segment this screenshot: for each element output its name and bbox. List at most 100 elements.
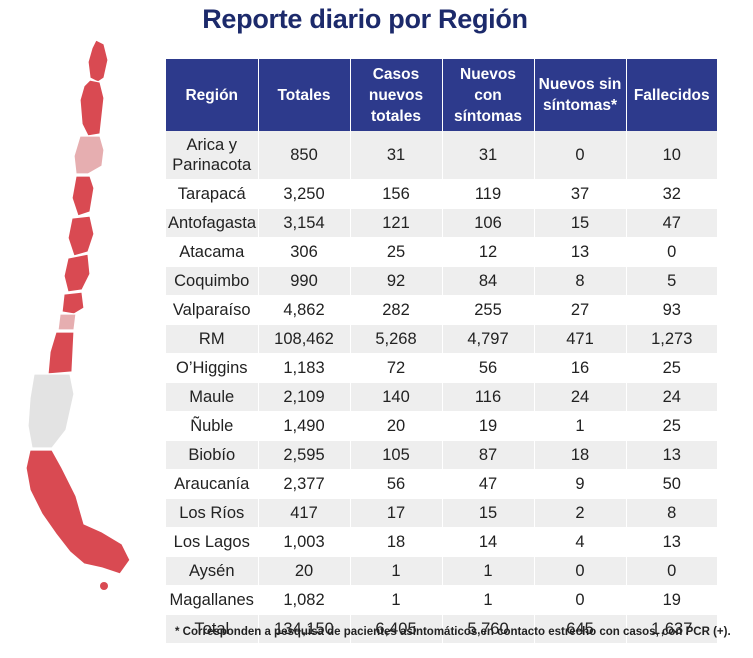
value-cell: 140	[350, 382, 443, 412]
value-cell: 25	[350, 237, 443, 267]
map-region-coquimbo	[67, 215, 95, 257]
region-name-cell: Ñuble	[166, 411, 259, 441]
value-cell: 306	[258, 237, 351, 267]
value-cell: 1	[350, 585, 443, 615]
column-header: Nuevos sin síntomas*	[534, 59, 627, 131]
value-cell: 3,154	[258, 208, 351, 238]
table-row: Coquimbo 990 92 84 8 5	[166, 266, 717, 296]
map-region-rm	[61, 291, 85, 315]
value-cell: 6,405	[350, 614, 443, 644]
table-row: Arica y Parinacota 850 31 31 0 10	[166, 131, 717, 180]
value-cell: 31	[442, 131, 535, 180]
value-cell: 0	[534, 131, 627, 180]
value-cell: 5,268	[350, 324, 443, 354]
value-cell: 16	[534, 353, 627, 383]
value-cell: 13	[626, 527, 717, 557]
value-cell: 8	[626, 498, 717, 528]
value-cell: 0	[626, 556, 717, 586]
region-name-cell: O’Higgins	[166, 353, 259, 383]
value-cell: 20	[350, 411, 443, 441]
value-cell: 1,082	[258, 585, 351, 615]
value-cell: 471	[534, 324, 627, 354]
value-cell: 18	[350, 527, 443, 557]
regions-table: Región Totales Casos nuevos totales Nuevos …	[166, 59, 717, 644]
value-cell: 19	[442, 411, 535, 441]
value-cell: 24	[534, 382, 627, 412]
value-cell: 0	[534, 585, 627, 615]
table-row: Araucanía 2,377 56 47 9 50	[166, 469, 717, 499]
value-cell: 106	[442, 208, 535, 238]
value-cell: 92	[350, 266, 443, 296]
value-cell: 645	[534, 614, 627, 644]
region-name-cell: Magallanes	[166, 585, 259, 615]
column-header: Región	[166, 59, 259, 131]
map-region-valparaiso	[63, 253, 91, 293]
value-cell: 5	[626, 266, 717, 296]
column-header: Totales	[258, 59, 351, 131]
value-cell: 18	[534, 440, 627, 470]
map-region-south	[25, 449, 131, 575]
value-cell: 4	[534, 527, 627, 557]
table-row: Magallanes 1,082 1 1 0 19	[166, 585, 717, 615]
value-cell: 2,595	[258, 440, 351, 470]
value-cell: 255	[442, 295, 535, 325]
map-region-atacama	[71, 175, 95, 217]
value-cell: 119	[442, 179, 535, 209]
value-cell: 47	[442, 469, 535, 499]
value-cell: 108,462	[258, 324, 351, 354]
chile-region-map	[25, 39, 131, 590]
value-cell: 1,183	[258, 353, 351, 383]
value-cell: 3,250	[258, 179, 351, 209]
table-row: Ñuble 1,490 20 19 1 25	[166, 411, 717, 441]
value-cell: 32	[626, 179, 717, 209]
value-cell: 14	[442, 527, 535, 557]
value-cell: 282	[350, 295, 443, 325]
table-row: Los Lagos 1,003 18 14 4 13	[166, 527, 717, 557]
value-cell: 50	[626, 469, 717, 499]
table-row: Tarapacá 3,250 156 119 37 32	[166, 179, 717, 209]
map-region-antofagasta	[73, 135, 105, 175]
table-header-row: Región Totales Casos nuevos totales Nuevos …	[166, 59, 717, 131]
value-cell: 10	[626, 131, 717, 180]
table-row: RM 108,462 5,268 4,797 471 1,273	[166, 324, 717, 354]
value-cell: 4,797	[442, 324, 535, 354]
column-header: Casos nuevos totales	[350, 59, 443, 131]
value-cell: 134,150	[258, 614, 351, 644]
value-cell: 25	[626, 353, 717, 383]
region-name-cell: Atacama	[166, 237, 259, 267]
value-cell: 2	[534, 498, 627, 528]
map-region-north	[87, 39, 109, 83]
value-cell: 156	[350, 179, 443, 209]
value-cell: 87	[442, 440, 535, 470]
value-cell: 1,273	[626, 324, 717, 354]
region-name-cell: Total	[166, 614, 259, 644]
table-row: Biobío 2,595 105 87 18 13	[166, 440, 717, 470]
table-row: Atacama 306 25 12 13 0	[166, 237, 717, 267]
value-cell: 1	[534, 411, 627, 441]
table-row: Antofagasta 3,154 121 106 15 47	[166, 208, 717, 238]
value-cell: 1,490	[258, 411, 351, 441]
value-cell: 2,377	[258, 469, 351, 499]
value-cell: 47	[626, 208, 717, 238]
value-cell: 93	[626, 295, 717, 325]
region-name-cell: Aysén	[166, 556, 259, 586]
region-name-cell: Antofagasta	[166, 208, 259, 238]
value-cell: 1	[350, 556, 443, 586]
value-cell: 15	[534, 208, 627, 238]
value-cell: 0	[534, 556, 627, 586]
value-cell: 990	[258, 266, 351, 296]
value-cell: 105	[350, 440, 443, 470]
value-cell: 417	[258, 498, 351, 528]
region-name-cell: Arica y Parinacota	[166, 131, 259, 180]
table-row: Aysén 20 1 1 0 0	[166, 556, 717, 586]
value-cell: 84	[442, 266, 535, 296]
value-cell: 13	[534, 237, 627, 267]
map-region-maule	[47, 331, 75, 375]
value-cell: 25	[626, 411, 717, 441]
map-island	[100, 582, 108, 590]
value-cell: 24	[626, 382, 717, 412]
region-name-cell: Araucanía	[166, 469, 259, 499]
value-cell: 31	[350, 131, 443, 180]
value-cell: 116	[442, 382, 535, 412]
region-name-cell: Maule	[166, 382, 259, 412]
